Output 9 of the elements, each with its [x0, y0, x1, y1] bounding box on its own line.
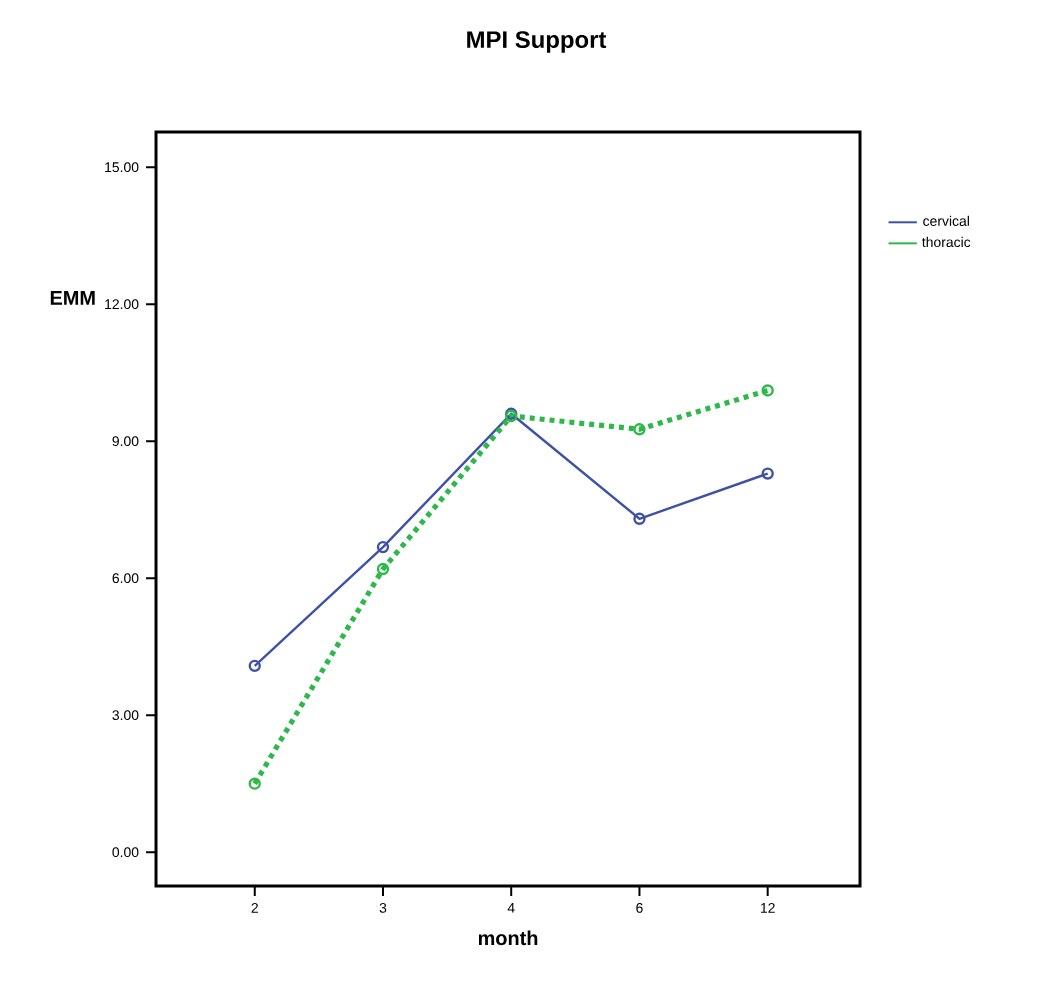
point: [633, 423, 646, 436]
point: [248, 777, 261, 790]
point: [633, 512, 646, 525]
chart-title: MPI Support: [467, 31, 607, 53]
x-axis-title: month: [478, 930, 538, 946]
y-axis-title: EMM: [50, 290, 95, 305]
point: [376, 562, 390, 576]
point: [761, 384, 774, 397]
point: [376, 540, 390, 554]
